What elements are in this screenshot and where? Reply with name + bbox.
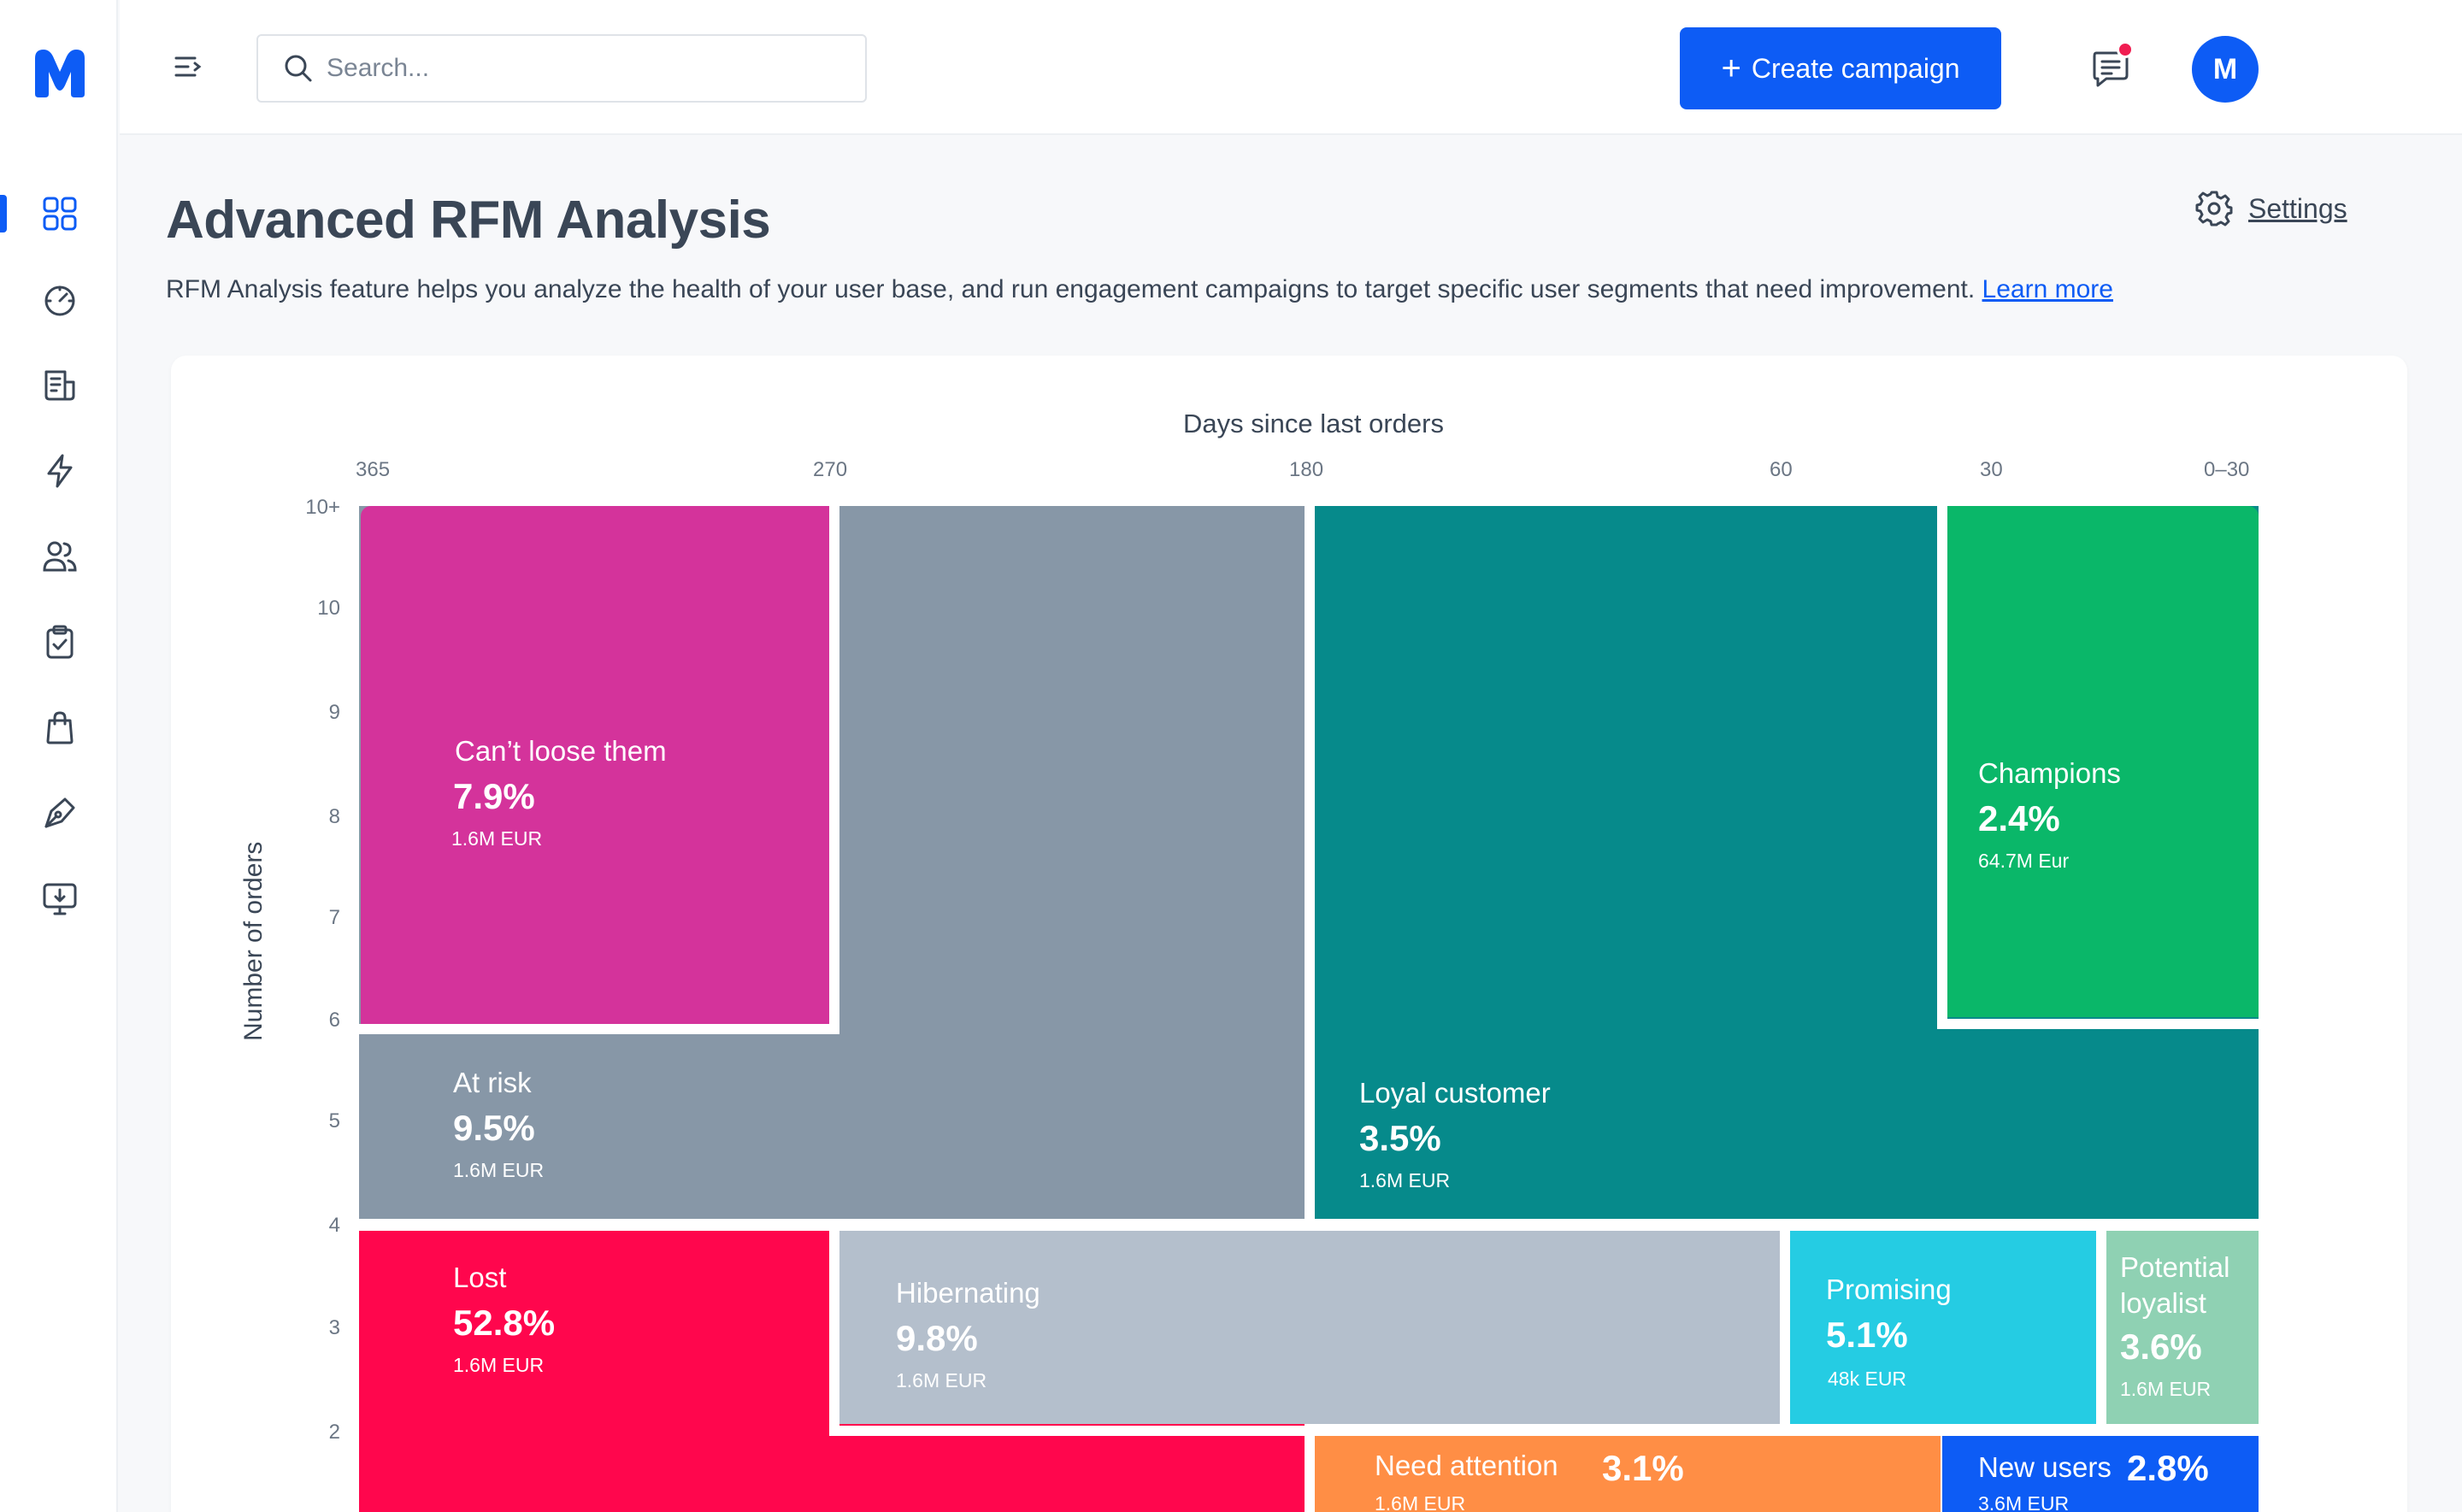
- app-logo[interactable]: [30, 44, 90, 101]
- y-tick-4: 4: [328, 1214, 340, 1237]
- plus-icon: +: [1721, 50, 1741, 87]
- segment-percent: 52.8%: [453, 1303, 556, 1343]
- segment-potential-loyalist[interactable]: Potential loyalist 3.6% 1.6M EUR: [2106, 1231, 2259, 1424]
- segment-name: Promising: [1826, 1274, 1952, 1305]
- segment-hibernating[interactable]: Hibernating 9.8% 1.6M EUR: [839, 1231, 1780, 1424]
- segment-percent: 2.8%: [2127, 1448, 2209, 1488]
- segment-revenue: 1.6M EUR: [453, 1354, 545, 1376]
- search-icon: [285, 55, 312, 82]
- y-tick-6: 6: [328, 1009, 340, 1032]
- segment-percent: 3.6%: [2120, 1327, 2202, 1367]
- segment-new-users[interactable]: New users 2.8% 3.6M EUR: [1942, 1436, 2259, 1512]
- segment-revenue: 3.6M EUR: [1978, 1492, 2070, 1512]
- segment-name: New users: [1978, 1451, 2112, 1483]
- segment-revenue: 1.6M EUR: [453, 1159, 545, 1181]
- segment-divider: [1937, 1019, 2259, 1029]
- segment-name: At risk: [453, 1067, 532, 1098]
- segment-promising[interactable]: Promising 5.1% 48k EUR: [1790, 1231, 2096, 1424]
- segment-name: Lost: [453, 1262, 507, 1293]
- dashboard-grid-icon[interactable]: [38, 192, 81, 235]
- segment-percent: 9.5%: [453, 1108, 535, 1148]
- segment-cant-loose-them[interactable]: Can’t loose them 7.9% 1.6M EUR: [361, 506, 829, 1024]
- messages-unread-dot: [2117, 41, 2134, 58]
- segment-revenue: 64.7M Eur: [1978, 850, 2070, 872]
- segment-divider: [829, 506, 839, 1034]
- report-document-icon[interactable]: [38, 364, 81, 407]
- segment-name: Can’t loose them: [455, 735, 667, 767]
- page-description: RFM Analysis feature helps you analyze t…: [166, 275, 2113, 304]
- segment-percent: 2.4%: [1978, 798, 2060, 838]
- y-tick-8: 8: [328, 805, 340, 828]
- user-avatar[interactable]: M: [2192, 36, 2259, 103]
- segment-percent: 7.9%: [453, 776, 535, 816]
- x-tick-365: 365: [356, 458, 391, 481]
- segment-revenue: 1.6M EUR: [451, 827, 543, 850]
- search-box[interactable]: [256, 34, 867, 103]
- y-tick-10: 10: [317, 597, 340, 620]
- segment-name: Potential: [2120, 1251, 2230, 1283]
- search-input[interactable]: [327, 54, 839, 83]
- segment-revenue: 1.6M EUR: [896, 1369, 987, 1391]
- segment-name: loyalist: [2120, 1287, 2206, 1319]
- speedometer-icon[interactable]: [38, 279, 81, 321]
- y-tick-3: 3: [328, 1316, 340, 1339]
- sidebar: [0, 0, 118, 1512]
- segment-percent: 5.1%: [1826, 1315, 1908, 1355]
- y-tick-10plus: 10+: [305, 496, 340, 519]
- lightning-icon[interactable]: [38, 450, 81, 492]
- pen-tool-icon[interactable]: [38, 791, 81, 834]
- settings-label: Settings: [2248, 192, 2347, 224]
- segment-name: Champions: [1978, 757, 2121, 789]
- create-campaign-label: Create campaign: [1751, 52, 1960, 84]
- monitor-download-icon[interactable]: [38, 877, 81, 920]
- y-tick-2: 2: [328, 1421, 340, 1444]
- segment-percent: 3.1%: [1602, 1448, 1684, 1488]
- clipboard-check-icon[interactable]: [38, 621, 81, 663]
- segment-revenue: 48k EUR: [1828, 1368, 1907, 1390]
- active-nav-indicator: [0, 195, 7, 232]
- description-text: RFM Analysis feature helps you analyze t…: [166, 275, 1976, 303]
- segment-divider: [829, 1231, 839, 1436]
- settings-link[interactable]: Settings: [2195, 190, 2347, 227]
- menu-toggle-icon[interactable]: [171, 50, 205, 84]
- y-tick-5: 5: [328, 1109, 340, 1133]
- x-tick-270: 270: [813, 458, 848, 481]
- segment-need-attention[interactable]: Need attention 3.1% 1.6M EUR: [1315, 1436, 1941, 1512]
- gear-icon: [2195, 191, 2233, 227]
- users-icon[interactable]: [38, 535, 81, 578]
- x-tick-60: 60: [1770, 458, 1793, 481]
- x-tick-180: 180: [1289, 458, 1324, 481]
- segment-percent: 9.8%: [896, 1318, 978, 1358]
- segment-percent: 3.5%: [1359, 1118, 1441, 1158]
- y-tick-7: 7: [328, 906, 340, 929]
- segment-revenue: 1.6M EUR: [1375, 1492, 1466, 1512]
- y-axis-title: Number of orders: [239, 841, 268, 1041]
- segment-divider: [359, 1024, 839, 1034]
- create-campaign-button[interactable]: + Create campaign: [1680, 27, 2001, 109]
- segment-revenue: 1.6M EUR: [2120, 1378, 2212, 1400]
- segment-revenue: 1.6M EUR: [1359, 1169, 1451, 1191]
- learn-more-link[interactable]: Learn more: [1982, 275, 2113, 303]
- segment-divider: [1937, 506, 1947, 1029]
- segment-name: Need attention: [1375, 1450, 1558, 1481]
- y-tick-9: 9: [328, 701, 340, 724]
- x-tick-30: 30: [1980, 458, 2003, 481]
- shopping-bag-icon[interactable]: [38, 706, 81, 749]
- x-axis-title: Days since last orders: [1183, 409, 1444, 438]
- segment-name: Loyal customer: [1359, 1077, 1551, 1109]
- page-title: Advanced RFM Analysis: [166, 191, 771, 250]
- messages-button[interactable]: [2089, 41, 2137, 92]
- x-tick-0-30: 0–30: [2204, 458, 2250, 481]
- top-bar: + Create campaign M: [120, 0, 2462, 135]
- segment-divider: [829, 1426, 1305, 1436]
- segment-name: Hibernating: [896, 1277, 1040, 1309]
- segment-champions[interactable]: Champions 2.4% 64.7M Eur: [1947, 506, 2259, 1017]
